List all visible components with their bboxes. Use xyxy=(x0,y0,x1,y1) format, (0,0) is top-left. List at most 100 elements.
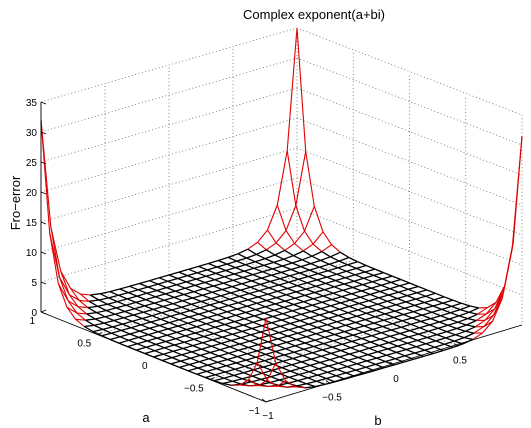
mesh-segment xyxy=(197,272,207,277)
mesh-segment xyxy=(338,359,349,364)
mesh-segment xyxy=(261,274,272,279)
mesh-segment xyxy=(367,303,378,308)
mesh-segment xyxy=(76,312,86,321)
mesh-segment xyxy=(123,314,134,319)
mesh-segment xyxy=(392,320,403,325)
mesh-segment xyxy=(414,301,425,307)
mesh-segment xyxy=(265,317,277,364)
mesh-segment xyxy=(225,266,236,272)
mesh-segment xyxy=(328,317,338,323)
mesh-segment xyxy=(382,323,393,328)
mesh-segment xyxy=(408,336,418,342)
mesh-segment xyxy=(390,278,401,284)
mesh-segment xyxy=(407,339,418,344)
mesh-segment xyxy=(416,289,427,294)
mesh-segment xyxy=(224,371,235,377)
mesh-segment xyxy=(93,324,104,330)
mesh-segment xyxy=(324,286,335,291)
mesh-segment xyxy=(280,271,291,277)
mesh-segment xyxy=(484,308,496,321)
mesh-segment xyxy=(207,361,218,366)
mesh-segment xyxy=(310,262,320,268)
mesh-segment xyxy=(93,322,105,326)
mesh-segment xyxy=(166,284,177,289)
mesh-segment xyxy=(261,369,273,374)
mesh-segment xyxy=(280,370,291,375)
mesh-segment xyxy=(365,318,375,324)
mesh-segment xyxy=(146,289,157,294)
mesh-segment xyxy=(263,261,274,267)
mesh-segment xyxy=(440,315,450,320)
mesh-segment xyxy=(208,358,218,363)
mesh-segment xyxy=(292,357,302,363)
b-tick-label: −1 xyxy=(262,411,274,422)
mesh-segment xyxy=(405,301,415,307)
mesh-segment xyxy=(187,319,198,324)
mesh-segment xyxy=(324,289,334,294)
mesh-segment xyxy=(397,342,408,347)
mesh-segment xyxy=(294,230,305,244)
mesh-segment xyxy=(284,243,295,251)
mesh-segment xyxy=(151,315,161,320)
mesh-segment xyxy=(154,302,164,308)
mesh-segment xyxy=(281,316,292,321)
mesh-segment xyxy=(192,342,203,347)
mesh-segment xyxy=(349,350,360,355)
mesh-segment xyxy=(214,279,224,284)
mesh-segment xyxy=(184,338,195,343)
mesh-segment xyxy=(292,354,303,360)
mesh-segment xyxy=(201,345,212,350)
mesh-segment xyxy=(287,284,298,290)
mesh-segment xyxy=(155,296,165,301)
mesh-segment xyxy=(242,273,253,279)
mesh-segment xyxy=(200,351,211,357)
b-tick-mark xyxy=(261,398,267,403)
mesh-segment xyxy=(174,344,184,350)
mesh-segment xyxy=(209,304,219,310)
mesh-segment xyxy=(164,347,174,352)
mesh-segment xyxy=(167,277,178,282)
mesh-segment xyxy=(228,304,238,310)
mesh-segment xyxy=(310,310,320,316)
mesh-segment xyxy=(206,323,216,328)
mesh-segment xyxy=(319,266,329,272)
mesh-segment xyxy=(288,326,299,331)
mesh-segment xyxy=(335,279,345,285)
mesh-segment xyxy=(262,318,272,324)
mesh-segment xyxy=(70,287,80,301)
mesh-segment xyxy=(444,340,455,345)
mesh-segment xyxy=(445,337,455,342)
mesh-segment xyxy=(142,315,153,320)
mesh-segment xyxy=(295,205,306,232)
mesh-segment xyxy=(368,300,378,305)
a-tick-label: 0 xyxy=(142,361,148,372)
mesh-segment xyxy=(360,296,370,302)
mesh-segment xyxy=(323,340,334,345)
mesh-segment xyxy=(278,284,288,290)
mesh-segment xyxy=(105,313,116,318)
mesh-segment xyxy=(441,308,451,314)
mesh-segment xyxy=(236,359,247,364)
mesh-segment xyxy=(350,299,360,305)
mesh-segment xyxy=(266,347,276,353)
mesh-segment xyxy=(139,330,149,336)
mesh-segment xyxy=(280,325,290,331)
mesh-segment xyxy=(373,319,384,324)
mesh-segment xyxy=(420,320,430,326)
mesh-segment xyxy=(398,291,408,297)
mesh-segment xyxy=(302,352,313,357)
mesh-segment xyxy=(247,296,259,301)
mesh-segment xyxy=(379,288,390,293)
mesh-segment xyxy=(133,314,143,320)
mesh-segment xyxy=(349,302,360,308)
mesh-segment xyxy=(424,349,434,355)
mesh-segment xyxy=(475,313,487,321)
mesh-segment xyxy=(236,308,246,314)
mesh-segment xyxy=(308,323,318,329)
mesh-segment xyxy=(298,326,308,332)
mesh-segment xyxy=(361,290,371,296)
mesh-segment xyxy=(289,275,299,280)
mesh-segment xyxy=(394,310,404,316)
mesh-segment xyxy=(196,370,207,375)
mesh-segment xyxy=(201,297,212,303)
